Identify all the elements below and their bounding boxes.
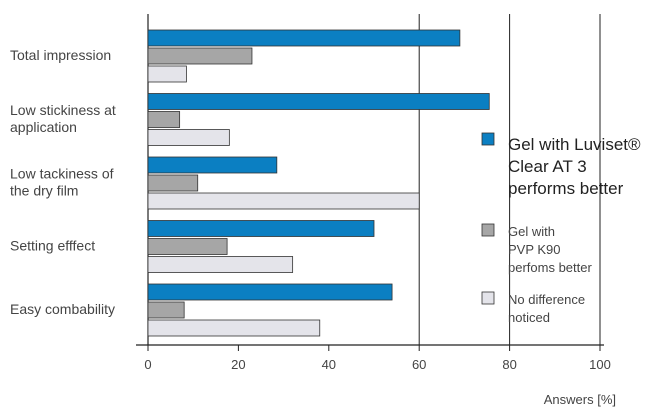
x-tick-label-0: 0 xyxy=(144,357,151,372)
legend-swatch-1 xyxy=(481,132,495,146)
x-axis: 0 20 40 60 80 100 xyxy=(136,344,611,372)
x-tick-label-80: 80 xyxy=(502,357,516,372)
x-tick-label-20: 20 xyxy=(231,357,245,372)
x-axis-title: Answers [%] xyxy=(544,392,616,407)
bar-4-series-1 xyxy=(147,220,375,237)
x-tick-label-100: 100 xyxy=(589,357,611,372)
category-label-1: Total impression xyxy=(10,47,111,63)
bar-3-series-2 xyxy=(147,174,199,192)
x-tick-label-40: 40 xyxy=(322,357,336,372)
category-label-3: Low tackiness of xyxy=(10,166,114,182)
category-label-5: Easy combability xyxy=(10,301,115,317)
legend-swatch-2 xyxy=(481,223,495,237)
bar-3-series-3 xyxy=(147,192,420,210)
category-label-3: the dry film xyxy=(10,183,78,199)
bar-2-series-1 xyxy=(147,93,490,110)
bar-5-series-2 xyxy=(147,301,185,319)
legend-label-2: Gel with xyxy=(508,224,555,239)
bar-1-series-2 xyxy=(147,47,253,65)
category-label-2: Low stickiness at xyxy=(10,102,116,118)
legend-label-2: perfoms better xyxy=(508,260,592,275)
legend-swatch-3 xyxy=(481,291,495,305)
category-labels: Total impression Low stickiness atapplica… xyxy=(10,47,116,317)
bar-5-series-3 xyxy=(147,319,321,337)
bar-1-series-3 xyxy=(147,65,187,83)
legend: Gel with Luviset® Clear AT 3 performs bett… xyxy=(481,132,641,325)
bar-4-series-3 xyxy=(147,256,294,273)
bar-2-series-2 xyxy=(147,111,181,128)
bar-5-series-1 xyxy=(147,283,393,301)
bar-3-series-1 xyxy=(147,156,278,174)
legend-label-1: Clear AT 3 xyxy=(508,157,587,176)
legend-label-2: PVP K90 xyxy=(508,242,561,257)
legend-label-1: performs better xyxy=(508,179,624,198)
bars xyxy=(147,29,490,337)
bar-2-series-3 xyxy=(147,129,230,146)
legend-label-3: noticed xyxy=(508,310,550,325)
bar-4-series-2 xyxy=(147,238,228,255)
legend-label-1: Gel with Luviset® xyxy=(508,135,641,154)
category-label-2: application xyxy=(10,119,77,135)
bar-1-series-1 xyxy=(147,29,461,47)
legend-label-3: No difference xyxy=(508,292,585,307)
x-tick-label-60: 60 xyxy=(412,357,426,372)
category-label-4: Setting efffect xyxy=(10,238,95,254)
